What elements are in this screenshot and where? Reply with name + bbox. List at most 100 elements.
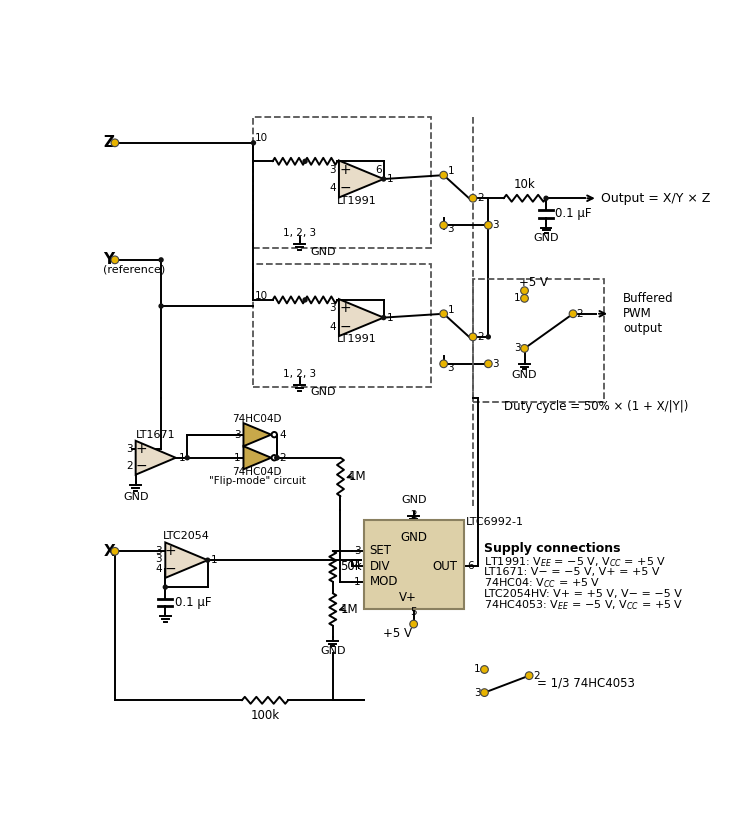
Text: 3: 3 [354, 546, 361, 556]
Text: −: − [165, 562, 176, 576]
Text: LTC2054: LTC2054 [163, 531, 210, 541]
Text: 1M: 1M [340, 603, 358, 616]
Text: Output = X/Y × Z: Output = X/Y × Z [601, 191, 710, 204]
Text: 3: 3 [329, 303, 336, 313]
Text: GND: GND [512, 371, 537, 380]
Text: +: + [339, 301, 351, 316]
Text: 6: 6 [376, 164, 382, 175]
Text: 1: 1 [387, 174, 393, 184]
Circle shape [484, 360, 492, 367]
Polygon shape [136, 441, 176, 474]
Text: GND: GND [123, 492, 148, 502]
Text: 74HC4053: V$_{EE}$ = −5 V, V$_{CC}$ = +5 V: 74HC4053: V$_{EE}$ = −5 V, V$_{CC}$ = +5… [484, 598, 684, 612]
Text: 1: 1 [178, 452, 185, 463]
Text: LTC2054HV: V+ = +5 V, V− = −5 V: LTC2054HV: V+ = +5 V, V− = −5 V [484, 589, 682, 599]
Circle shape [440, 310, 448, 317]
Text: 3: 3 [155, 554, 162, 564]
Text: SET: SET [370, 545, 392, 557]
Circle shape [158, 257, 164, 263]
Text: 5: 5 [410, 607, 417, 617]
Text: Duty cycle = 50% × (1 + X/|Y|): Duty cycle = 50% × (1 + X/|Y|) [504, 400, 688, 412]
Text: 1M: 1M [348, 470, 366, 483]
Text: (reference): (reference) [104, 264, 166, 274]
Text: 1: 1 [354, 577, 361, 587]
Text: Z: Z [104, 135, 114, 151]
Text: LT1991: V$_{EE}$ = −5 V, V$_{CC}$ = +5 V: LT1991: V$_{EE}$ = −5 V, V$_{CC}$ = +5 V [484, 555, 667, 569]
Text: 4: 4 [155, 564, 162, 574]
Text: 10k: 10k [514, 178, 535, 191]
Text: 3: 3 [492, 359, 499, 369]
Text: 3: 3 [492, 220, 499, 230]
Circle shape [158, 303, 164, 308]
Text: 1, 2, 3: 1, 2, 3 [283, 228, 316, 238]
Text: 2: 2 [279, 452, 286, 463]
Circle shape [484, 222, 492, 229]
Circle shape [410, 620, 418, 628]
Bar [254, 263, 430, 387]
Text: = 1/3 74HC4053: = 1/3 74HC4053 [537, 676, 634, 690]
Text: 1: 1 [514, 294, 520, 303]
Text: 0.1 µF: 0.1 µF [175, 596, 211, 609]
Text: 3: 3 [474, 688, 481, 698]
Text: 4: 4 [329, 183, 336, 193]
Polygon shape [244, 446, 272, 470]
Circle shape [111, 547, 118, 555]
Bar [254, 118, 430, 249]
Text: GND: GND [400, 532, 427, 544]
Text: GND: GND [310, 387, 335, 398]
Circle shape [184, 455, 190, 461]
Circle shape [381, 315, 386, 321]
Circle shape [469, 195, 477, 202]
Text: 2: 2 [576, 308, 583, 319]
Polygon shape [339, 160, 383, 197]
Text: LTC6992-1: LTC6992-1 [466, 518, 524, 528]
Circle shape [520, 344, 528, 353]
Circle shape [544, 196, 549, 201]
Circle shape [111, 256, 118, 263]
Circle shape [440, 360, 448, 367]
Circle shape [302, 297, 307, 303]
Text: 74HC04: V$_{CC}$ = +5 V: 74HC04: V$_{CC}$ = +5 V [484, 577, 601, 590]
Text: LT1991: LT1991 [337, 196, 376, 205]
Text: 0.1 µF: 0.1 µF [555, 207, 592, 220]
Text: 74HC04D: 74HC04D [232, 414, 282, 425]
Text: +5 V: +5 V [519, 276, 548, 290]
Text: 1: 1 [211, 555, 218, 565]
Text: 1, 2, 3: 1, 2, 3 [283, 369, 316, 379]
Text: 4: 4 [329, 321, 336, 332]
Text: MOD: MOD [370, 575, 398, 588]
Text: 3: 3 [329, 164, 336, 175]
Text: GND: GND [401, 495, 427, 505]
Circle shape [481, 689, 488, 696]
Text: 10: 10 [255, 133, 268, 143]
Circle shape [520, 287, 528, 294]
Text: OUT: OUT [433, 560, 457, 573]
Text: X: X [104, 544, 115, 559]
Text: 3: 3 [126, 444, 133, 454]
Text: −: − [135, 459, 147, 474]
Circle shape [302, 159, 307, 164]
Text: DIV: DIV [370, 560, 390, 573]
Circle shape [440, 222, 448, 229]
Text: 4: 4 [354, 561, 361, 571]
Bar [473, 279, 604, 402]
Circle shape [274, 455, 280, 461]
Circle shape [440, 171, 448, 179]
Circle shape [381, 177, 386, 182]
Text: 1: 1 [387, 312, 393, 322]
Text: +: + [135, 443, 147, 456]
Text: 6: 6 [466, 561, 473, 571]
Text: 2: 2 [533, 671, 539, 681]
Circle shape [274, 455, 280, 461]
Circle shape [163, 584, 168, 590]
Polygon shape [165, 542, 208, 578]
Text: 74HC04D: 74HC04D [232, 467, 282, 478]
Circle shape [272, 432, 277, 438]
Text: 100k: 100k [251, 708, 280, 721]
Circle shape [251, 140, 257, 146]
Text: Buffered
PWM
output: Buffered PWM output [623, 292, 674, 335]
Text: 2: 2 [126, 461, 133, 471]
Text: 1: 1 [474, 664, 481, 675]
Text: 4: 4 [279, 429, 286, 439]
Text: 1: 1 [448, 305, 454, 315]
